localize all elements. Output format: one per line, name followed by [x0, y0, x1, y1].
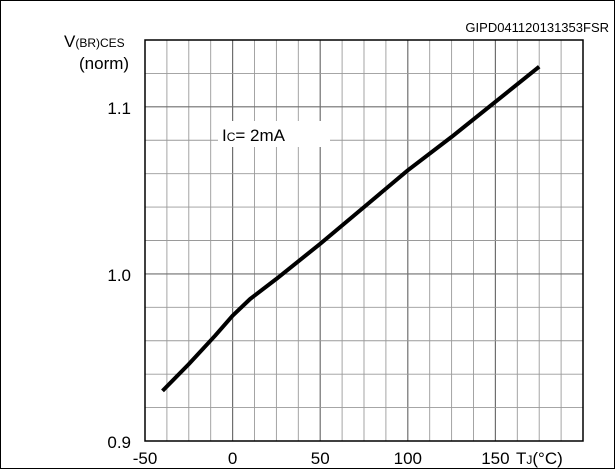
y-axis-label-main: V: [64, 32, 76, 51]
series-line: [161, 65, 541, 393]
annotation: IC= 2mA: [218, 121, 330, 147]
grid: [145, 40, 583, 441]
x-axis-label-unit: (°C): [532, 449, 562, 468]
x-tick-label: 150: [481, 449, 509, 468]
y-axis-label-sub: (BR)CES: [75, 36, 124, 50]
x-tick-label: 0: [228, 449, 237, 468]
y-axis-label: V(BR)CES: [64, 32, 125, 51]
annotation-sub: C: [227, 130, 236, 144]
figure-id: GIPD041120131353FSR: [465, 20, 609, 35]
y-tick-label: 1.0: [107, 266, 131, 285]
y-tick-label: 1.1: [107, 99, 131, 118]
x-tick-label: 100: [394, 449, 422, 468]
annotation-text: IC= 2mA: [222, 126, 286, 145]
x-axis-label-main: T: [516, 449, 526, 468]
plot-border: [144, 39, 584, 442]
x-tick-label: 50: [311, 449, 330, 468]
series-layer: [161, 65, 541, 393]
x-tick-labels: -50 0 50 100 150: [133, 449, 510, 468]
x-tick-label: -50: [133, 449, 158, 468]
annotation-background: [218, 121, 330, 147]
y-tick-label: 0.9: [107, 433, 131, 452]
y-tick-labels: 0.9 1.0 1.1: [107, 99, 131, 452]
annotation-main: I: [222, 126, 227, 145]
y-axis-label-line2: (norm): [79, 54, 129, 73]
annotation-value: = 2mA: [235, 126, 285, 145]
x-axis-label: TJ(°C): [516, 449, 563, 468]
x-axis-label-sub: J: [526, 453, 532, 467]
